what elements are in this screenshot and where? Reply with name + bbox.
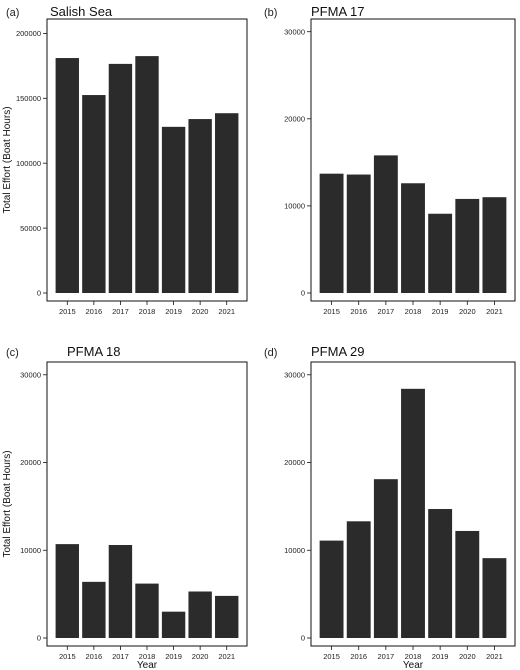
panel-c-letter: (c) xyxy=(6,347,19,359)
panel-c-ylabel: Total Effort (Boat Hours) xyxy=(2,450,13,557)
panel-d-ytick-label: 10000 xyxy=(284,546,305,555)
panel-a-ytick-label: 0 xyxy=(37,289,41,298)
panel-d-bar-2021 xyxy=(482,558,507,638)
panel-a-bar-2015 xyxy=(55,58,79,293)
panel-a-ytick-label: 100000 xyxy=(16,159,41,168)
panel-b-bar-2018 xyxy=(401,183,425,293)
panel-c-ytick-label: 10000 xyxy=(20,546,41,555)
panel-c-ytick-label: 30000 xyxy=(20,370,41,379)
panel-b-xtick-label: 2020 xyxy=(459,307,476,316)
panel-c-xtick-label: 2020 xyxy=(192,652,209,661)
panel-c-xlabel: Year xyxy=(137,660,158,670)
panel-d-xtick-label: 2018 xyxy=(405,652,422,661)
panel-a-xtick-label: 2018 xyxy=(139,307,156,316)
panel-a-ylabel: Total Effort (Boat Hours) xyxy=(2,106,13,213)
panel-b-ytick-label: 0 xyxy=(301,289,305,298)
panel-b-xtick-label: 2015 xyxy=(323,307,340,316)
panel-a-bar-2016 xyxy=(82,95,106,293)
panel-d-bar-2019 xyxy=(428,509,453,638)
panel-a-xtick-label: 2021 xyxy=(218,307,235,316)
panel-c-title: PFMA 18 xyxy=(67,344,120,359)
panel-a-letter: (a) xyxy=(6,7,19,19)
panel-d-ytick-label: 20000 xyxy=(284,458,305,467)
panel-c-ytick-label: 0 xyxy=(37,634,41,643)
panel-b-ytick-label: 10000 xyxy=(284,202,305,211)
panel-b-xtick-label: 2016 xyxy=(350,307,367,316)
panel-d-bar-2015 xyxy=(319,540,344,638)
panel-c-bar-2018 xyxy=(135,583,159,638)
panel-a-ytick-label: 150000 xyxy=(16,94,41,103)
panel-d-ytick-label: 30000 xyxy=(284,370,305,379)
panel-d-xtick-label: 2016 xyxy=(350,652,367,661)
panel-b-xtick-label: 2019 xyxy=(432,307,449,316)
panel-c-xtick-label: 2018 xyxy=(139,652,156,661)
panel-a-xtick-label: 2019 xyxy=(165,307,182,316)
panel-b-letter: (b) xyxy=(264,7,277,19)
panel-c-xtick-label: 2021 xyxy=(218,652,235,661)
panel-a-bar-2018 xyxy=(135,56,159,294)
panel-d-ytick-label: 0 xyxy=(301,634,305,643)
panel-b-xtick-label: 2018 xyxy=(405,307,422,316)
panel-c-bar-2015 xyxy=(55,544,79,638)
panel-d-bar-2018 xyxy=(401,388,425,638)
panel-d-title: PFMA 29 xyxy=(311,344,364,359)
panel-a-bar-2021 xyxy=(215,113,239,294)
panel-a-title: Salish Sea xyxy=(50,4,113,19)
panel-b-bar-2017 xyxy=(373,155,398,293)
panel-a-bar-2017 xyxy=(108,63,133,294)
panel-d-bar-2017 xyxy=(373,479,398,638)
panel-d-bar-2016 xyxy=(346,521,371,638)
panel-b-bar-2019 xyxy=(428,213,453,293)
panel-c-bar-2021 xyxy=(215,595,239,638)
panel-b-xtick-label: 2021 xyxy=(486,307,503,316)
panel-b-ytick-label: 30000 xyxy=(284,27,305,36)
panel-c-xtick-label: 2019 xyxy=(165,652,182,661)
panel-c-xtick-label: 2015 xyxy=(59,652,76,661)
panel-d-bar-2020 xyxy=(455,530,480,638)
panel-b-bar-2016 xyxy=(346,174,371,293)
panel-c-xtick-label: 2016 xyxy=(86,652,103,661)
panel-a-xtick-label: 2016 xyxy=(86,307,103,316)
panel-b-bar-2021 xyxy=(482,197,507,293)
panel-d-xtick-label: 2017 xyxy=(378,652,395,661)
panel-c-xtick-label: 2017 xyxy=(112,652,129,661)
panel-b-bar-2015 xyxy=(319,173,344,293)
panel-b-xtick-label: 2017 xyxy=(378,307,395,316)
panel-c-bar-2017 xyxy=(108,544,133,638)
panel-b-bar-2020 xyxy=(455,198,480,293)
panel-d-xtick-label: 2021 xyxy=(486,652,503,661)
panel-a-xtick-label: 2017 xyxy=(112,307,129,316)
panel-c-bar-2020 xyxy=(188,591,212,638)
panel-d-xtick-label: 2015 xyxy=(323,652,340,661)
panel-d-xlabel: Year xyxy=(403,660,424,670)
panel-a-bar-2020 xyxy=(188,119,212,293)
panel-c-bar-2019 xyxy=(161,611,186,638)
panel-a-xtick-label: 2020 xyxy=(192,307,209,316)
panel-c-ytick-label: 20000 xyxy=(20,458,41,467)
panel-a-ytick-label: 50000 xyxy=(20,224,41,233)
panel-b-ytick-label: 20000 xyxy=(284,115,305,124)
panel-b-title: PFMA 17 xyxy=(311,4,364,19)
panel-d-xtick-label: 2019 xyxy=(432,652,449,661)
panel-a-bar-2019 xyxy=(161,126,186,293)
panel-d-xtick-label: 2020 xyxy=(459,652,476,661)
panel-d-letter: (d) xyxy=(264,347,277,359)
panel-c-bar-2016 xyxy=(82,581,106,638)
panel-a-xtick-label: 2015 xyxy=(59,307,76,316)
panel-a-ytick-label: 200000 xyxy=(16,29,41,38)
